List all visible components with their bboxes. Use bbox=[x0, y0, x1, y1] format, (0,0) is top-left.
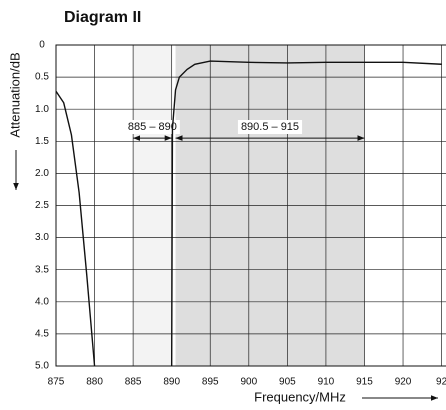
y-tick-label: 0.5 bbox=[35, 72, 49, 83]
y-tick-label: 4.5 bbox=[35, 329, 49, 340]
attenuation-curve bbox=[170, 60, 442, 367]
y-tick-label: 3.5 bbox=[35, 264, 49, 275]
y-tick-label: 2.5 bbox=[35, 200, 49, 211]
y-axis-label: Attenuation/dB bbox=[7, 52, 22, 137]
region-label-bg bbox=[124, 119, 180, 134]
x-tick-label: 880 bbox=[86, 377, 103, 388]
x-tick-label: 920 bbox=[395, 377, 412, 388]
plot-frame bbox=[55, 44, 446, 367]
x-tick-label: 915 bbox=[356, 377, 373, 388]
y-tick-label: 0 bbox=[39, 40, 45, 51]
x-tick-label: 885 bbox=[125, 377, 142, 388]
y-tick-label: 1.5 bbox=[35, 136, 49, 147]
x-tick-label: 875 bbox=[48, 377, 65, 388]
region-label-bg bbox=[237, 119, 303, 134]
x-tick-label: 905 bbox=[279, 377, 296, 388]
region-label: 885 – 890 bbox=[128, 121, 177, 133]
y-tick-label: 2.0 bbox=[35, 168, 49, 179]
x-axis-label: Frequency/MHz bbox=[254, 389, 346, 404]
region-label: 890.5 – 915 bbox=[241, 121, 299, 133]
chart-title: Diagram II bbox=[64, 9, 141, 26]
x-tick-label: 890 bbox=[163, 377, 180, 388]
x-tick-label: 895 bbox=[202, 377, 219, 388]
y-tick-label: 3.0 bbox=[35, 232, 49, 243]
x-tick-label: 92 bbox=[436, 377, 446, 388]
attenuation-curve bbox=[55, 90, 96, 367]
x-tick-label: 910 bbox=[318, 377, 335, 388]
x-tick-label: 900 bbox=[240, 377, 257, 388]
y-tick-label: 5.0 bbox=[35, 361, 49, 372]
y-tick-label: 4.0 bbox=[35, 296, 49, 307]
y-tick-label: 1.0 bbox=[35, 104, 49, 115]
